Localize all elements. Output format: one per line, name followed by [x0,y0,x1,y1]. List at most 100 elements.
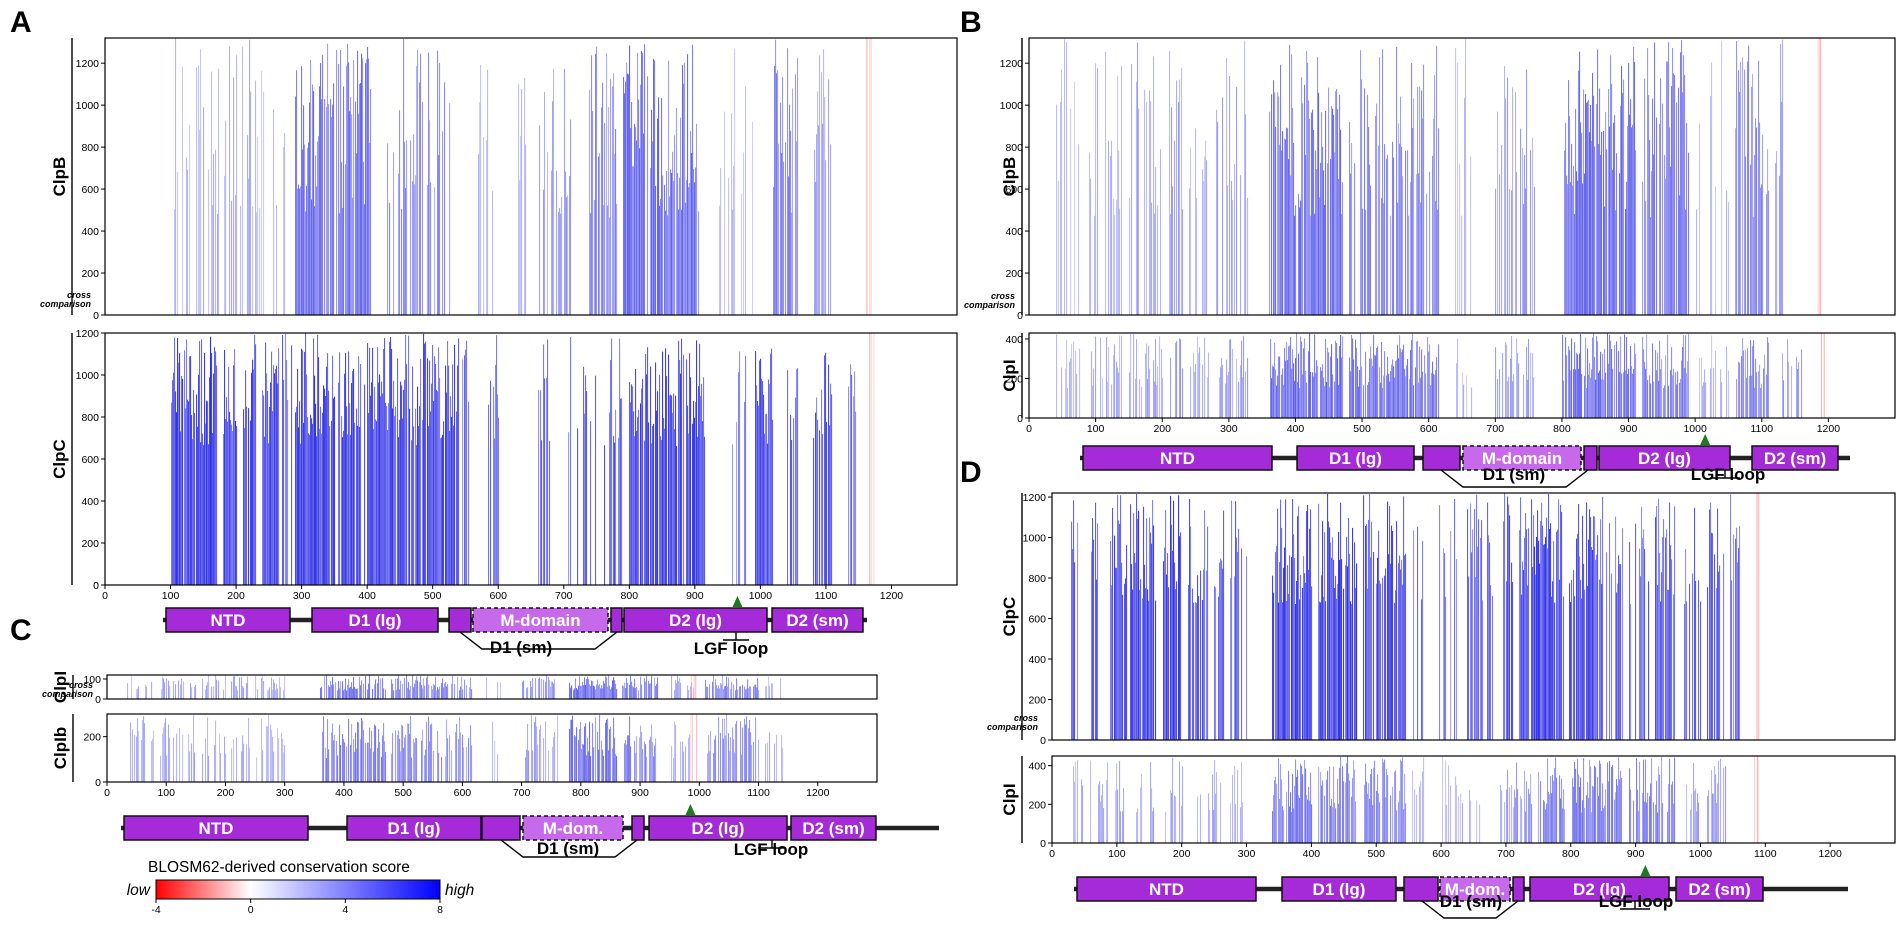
heatmap-column [446,392,448,585]
heatmap-column [257,689,259,699]
heatmap-column [494,438,496,585]
heatmap-column [595,53,597,316]
heatmap-column [1309,333,1311,418]
heatmap-column [367,47,369,315]
heatmap-column [1582,800,1584,843]
heatmap-column [1560,798,1562,843]
heatmap-column [256,212,258,315]
heatmap-column [709,751,711,782]
heatmap-column [1731,580,1733,740]
heatmap-column [224,349,226,585]
heatmap-column [400,381,402,585]
x-tick-label: 700 [513,787,531,799]
heatmap-column [1433,118,1435,316]
heatmap-column [405,188,407,315]
heatmap-column [272,689,274,699]
heatmap-column [1172,186,1174,315]
heatmap-column [1647,380,1649,418]
heatmap-column [1073,500,1075,740]
y-tick-label: 400 [1005,226,1023,238]
heatmap-column [172,380,174,585]
heatmap-column [1580,122,1582,315]
heatmap-column [1570,602,1572,740]
panel-label: D [960,456,982,489]
heatmap-column [136,736,138,782]
heatmap-column [1520,497,1522,740]
heatmap-column [307,147,309,315]
heatmap-column [637,52,639,316]
heatmap-column [1676,102,1678,315]
heatmap-column [255,676,257,699]
heatmap-column [543,679,545,699]
heatmap-column [1575,369,1577,418]
heatmap-column [246,406,248,585]
heatmap-column [370,748,372,782]
heatmap-column [261,70,263,315]
heatmap-column [1095,63,1097,315]
heatmap-column [1647,48,1649,315]
heatmap-column [1190,367,1192,418]
heatmap-column [525,144,527,315]
heatmap-column [1274,92,1276,316]
heatmap-column [190,683,192,699]
heatmap-column [1348,518,1350,740]
heatmap-column [225,675,227,699]
heatmap-column [1720,369,1722,418]
heatmap-column [1594,516,1596,740]
heatmap-column [1181,805,1183,843]
heatmap-column [433,751,435,782]
heatmap-column [182,734,184,782]
heatmap-column [1401,559,1403,740]
heatmap-column [1149,90,1151,315]
heatmap-column [404,379,406,585]
heatmap-column [1418,382,1420,418]
position-marker-icon [732,596,743,607]
heatmap-column [279,677,281,699]
heatmap-column [434,187,436,315]
heatmap-column [638,409,640,585]
heatmap-column [1133,513,1135,740]
heatmap-column [1655,804,1657,843]
heatmap-column [1601,379,1603,418]
heatmap-column [1616,592,1618,740]
heatmap-column [671,746,673,782]
x-tick-label: 100 [162,590,180,602]
heatmap-column [334,396,336,585]
heatmap-column [634,436,636,585]
heatmap-column [231,424,233,585]
heatmap-column [1318,503,1320,740]
heatmap-column [1247,197,1249,315]
heatmap-column [1435,200,1437,315]
heatmap-column [1646,334,1648,418]
heatmap-column [1118,520,1120,740]
heatmap-column [754,684,756,699]
heatmap-column [766,686,768,699]
heatmap-column [1334,802,1336,843]
heatmap-column [1403,344,1405,418]
heatmap-column [1457,62,1459,315]
heatmap-column [320,63,322,315]
heatmap-column [749,720,751,782]
heatmap-column [431,383,433,585]
heatmap-column [634,123,636,316]
heatmap-column [1688,333,1690,418]
heatmap-column [414,683,416,699]
heatmap-column [593,685,595,699]
heatmap-column [1736,41,1738,315]
heatmap-column [1698,580,1700,740]
heatmap-column [1462,803,1464,843]
heatmap-column [1285,360,1287,418]
heatmap-column [710,730,712,782]
track-ylabel: ClpI [1000,783,1019,815]
heatmap-column [1747,348,1749,418]
heatmap-column [655,738,657,782]
heatmap-column [386,406,388,585]
y-tick-label: 200 [83,732,101,744]
heatmap-column [193,715,195,782]
heatmap-column [1775,163,1777,315]
heatmap-column [1745,349,1747,418]
heatmap-column [338,382,340,585]
heatmap-column [1145,588,1147,740]
heatmap-column [138,731,140,782]
